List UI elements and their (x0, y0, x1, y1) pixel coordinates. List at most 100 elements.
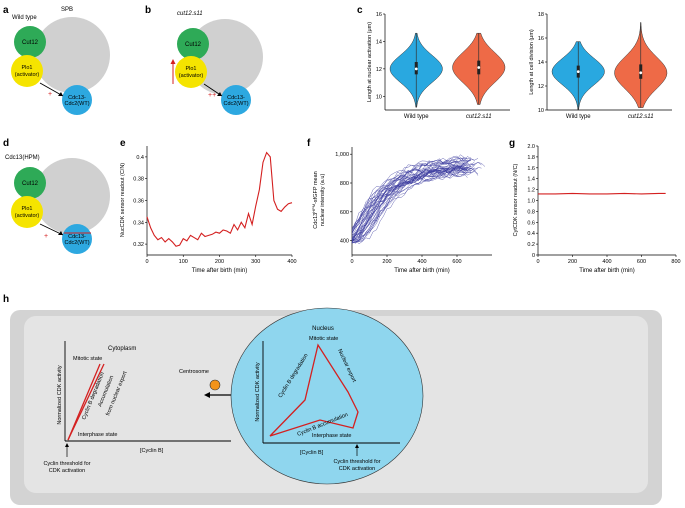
y-axis-label: Length at cell division (μm) (529, 29, 535, 95)
panel-letter-c: c (357, 5, 363, 16)
y-tick-label: 1,000 (335, 152, 349, 158)
intensity-trace (351, 162, 486, 241)
panel-h: h Cytoplasm Normalized CDK activity [Cyc… (3, 294, 662, 505)
cdc2-label: Cdc2(WT) (223, 101, 248, 107)
nuc-threshold-label: Cyclin threshold for (333, 459, 380, 465)
y-tick-label: 16 (538, 36, 544, 42)
panel-e: e 0.32 0.34 0.36 0.38 0.4 0 100 200 300 400 Time a… (120, 138, 297, 274)
y-axis-label: CytCDK sensor readout (N/C) (513, 163, 519, 236)
cyto-threshold-label: Cyclin threshold for (43, 461, 90, 467)
category-label: cut12.s11 (466, 114, 492, 120)
export-arrow-head (204, 392, 210, 398)
nuc-mitotic-label: Mitotic state (309, 336, 338, 342)
x-axis-label: Time after birth (min) (579, 268, 634, 274)
plo1-label: Plo1 (21, 206, 32, 212)
cut12-circle (14, 167, 46, 199)
centrosome-icon (209, 379, 221, 391)
violin-median (639, 71, 643, 75)
panel-letter-h: h (3, 294, 9, 305)
cdc2-label: Cdc2(WT) (64, 240, 89, 246)
x-tick-label: 200 (215, 259, 224, 265)
nuc-threshold-sub: CDK activation (339, 466, 375, 472)
cut12-circle (14, 26, 46, 58)
nuc-xlabel: [Cyclin B] (300, 450, 324, 456)
x-axis-label: Time after birth (min) (192, 268, 247, 274)
cdc13-label: Cdc13- (68, 95, 86, 101)
cytoplasm-label: Cytoplasm (108, 346, 136, 352)
y-tick-label: 0.32 (133, 242, 144, 248)
intensity-trace (351, 158, 472, 230)
intensity-trace (351, 160, 465, 244)
y-tick-label: 10 (538, 108, 544, 114)
nucleus-label: Nucleus (312, 326, 334, 332)
y-tick-label: 0.4 (527, 231, 535, 237)
cdc13-circle (62, 224, 92, 254)
activation-mark: ++ (208, 92, 216, 99)
y-tick-label: 1.8 (527, 155, 535, 161)
x-axis-label: Time after birth (min) (394, 268, 449, 274)
intensity-trace (351, 156, 468, 231)
y-tick-label: 0.36 (133, 199, 144, 205)
panel-letter-a: a (3, 5, 9, 16)
cyto-threshold-head (65, 443, 69, 447)
intensity-trace (351, 169, 468, 245)
nuccdk-series-line (146, 151, 293, 247)
category-label: Wild type (566, 114, 591, 120)
y-tick-label: 1.0 (527, 199, 535, 205)
violin-median (477, 66, 481, 69)
arrow-head (58, 231, 63, 235)
intensity-trace (351, 154, 468, 230)
panel-letter-g: g (509, 138, 515, 149)
activation-mark: + (44, 233, 48, 240)
cyto-interphase-label: Interphase state (78, 432, 117, 438)
cut12-label: Cut12 (185, 42, 202, 48)
cut12-circle (177, 28, 209, 60)
cdc13-label: Cdc13- (68, 234, 86, 240)
x-tick-label: 800 (671, 259, 680, 265)
panel-a-title: Wild type (12, 15, 37, 21)
y-tick-label: 14 (538, 60, 544, 66)
increase-arrow-head (170, 59, 176, 64)
plo1-sub: (activator) (15, 72, 40, 78)
cdc13-circle (62, 85, 92, 115)
x-tick-label: 0 (350, 259, 353, 265)
y-tick-label: 1.4 (527, 177, 535, 183)
y-tick-label: 0.34 (133, 220, 144, 226)
cdc13-label: Cdc13- (227, 95, 245, 101)
intensity-trace (351, 164, 472, 236)
cyto-ylabel: Normalized CDK activity (57, 365, 63, 425)
nuc-interphase-label: Interphase state (312, 433, 351, 439)
spb-circle (34, 17, 110, 93)
y-axis-label-line2: nuclear intensity (a.u) (320, 174, 326, 227)
centrosome-label: Centrosome (179, 369, 209, 375)
nuc-threshold-head (355, 444, 359, 448)
cdc2-label: Cdc2(WT) (64, 101, 89, 107)
x-tick-label: 300 (251, 259, 260, 265)
y-tick-label: 0.2 (527, 242, 535, 248)
y-tick-label: 0 (532, 253, 535, 259)
activation-arrow (39, 223, 64, 236)
y-tick-label: 1.2 (527, 188, 535, 194)
panel-d-title: Cdc13(HPM) (5, 155, 40, 161)
category-label: Wild type (404, 114, 429, 120)
plo1-label: Plo1 (185, 66, 196, 72)
y-tick-label: 16 (376, 12, 382, 18)
y-axis-label: Length at nuclear activation (μm) (367, 22, 373, 102)
cytcdk-series-line (538, 192, 666, 195)
category-label: cut12.s11 (628, 114, 654, 120)
y-tick-label: 12 (376, 67, 382, 73)
arrow-head (217, 92, 222, 96)
panel-letter-d: d (3, 138, 9, 149)
x-tick-label: 200 (382, 259, 391, 265)
cut12-label: Cut12 (22, 40, 39, 46)
panel-d: d Cdc13(HPM) Cut12 Plo1 (activator) Cdc1… (3, 138, 110, 254)
y-tick-label: 0.4 (136, 155, 144, 161)
nuc-ylabel: Normalized CDK activity (255, 362, 261, 422)
panel-letter-f: f (307, 138, 311, 149)
x-tick-label: 200 (568, 259, 577, 265)
activation-mark: + (48, 91, 52, 98)
y-tick-label: 12 (538, 84, 544, 90)
spb-circle (34, 158, 110, 234)
